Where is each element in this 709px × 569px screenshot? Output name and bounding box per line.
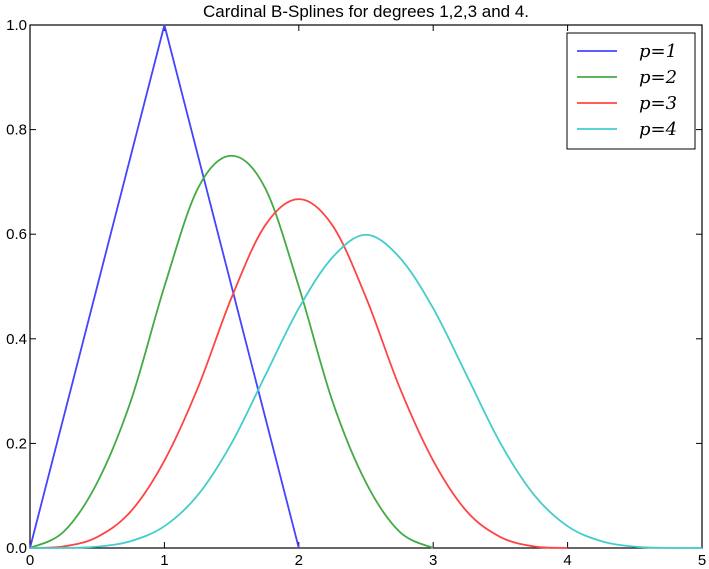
series-line-p3 — [29, 198, 568, 549]
x-tick-label: 2 — [295, 552, 303, 569]
x-axis: 0 1 2 3 4 5 — [26, 25, 706, 569]
legend-label: p=3 — [639, 93, 677, 114]
legend-label: p=1 — [639, 41, 677, 62]
x-tick-label: 0 — [26, 552, 34, 569]
series-line-p1 — [29, 24, 300, 549]
y-tick-label: 0.4 — [6, 331, 27, 348]
y-tick-label: 0.0 — [6, 540, 27, 557]
chart-title: Cardinal B-Splines for degrees 1,2,3 and… — [203, 2, 529, 21]
x-tick-label: 3 — [429, 552, 437, 569]
series-line-p2 — [29, 154, 434, 549]
series-line-p4 — [29, 233, 703, 549]
y-tick-label: 0.2 — [6, 435, 27, 452]
legend-label: p=4 — [639, 119, 677, 140]
y-tick-label: 0.8 — [6, 122, 27, 139]
x-tick-label: 5 — [698, 552, 706, 569]
y-axis: 0.0 0.2 0.4 0.6 0.8 1.0 — [6, 17, 702, 557]
y-tick-label: 1.0 — [6, 17, 27, 34]
x-tick-label: 1 — [160, 552, 168, 569]
legend: p=1 p=2 p=3 p=4 — [566, 32, 696, 150]
legend-label: p=2 — [639, 67, 677, 88]
y-tick-label: 0.6 — [6, 226, 27, 243]
x-tick-label: 4 — [563, 552, 571, 569]
series-lines — [29, 24, 703, 549]
